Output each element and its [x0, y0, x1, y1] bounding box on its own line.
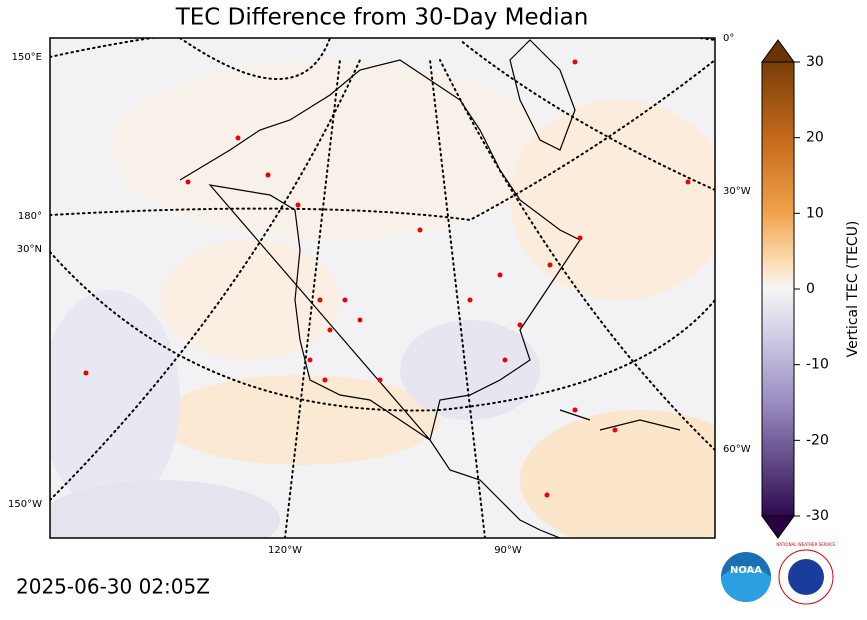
colorbar-label: Vertical TEC (TECU) — [845, 221, 861, 358]
colorbar-extend-max — [761, 39, 795, 63]
colorbar-tick-label: -20 — [806, 432, 829, 448]
colorbar-tick-label: 20 — [806, 130, 824, 146]
colorbar-tick-label: 10 — [806, 205, 824, 221]
graticule — [50, 38, 715, 538]
grid-label: 0° — [723, 33, 734, 44]
map-frame — [49, 37, 716, 539]
grid-label: 30°N — [17, 244, 42, 255]
grid-label: 90°W — [494, 545, 522, 556]
colorbar-tick-label: -10 — [806, 357, 829, 373]
graticule-labels: 150°E 180° 30°N 150°W 120°W 90°W 0° 30°W… — [8, 33, 751, 556]
grid-label: 120°W — [268, 545, 302, 556]
colorbar-tick-label: -30 — [806, 508, 829, 524]
grid-label: 150°E — [12, 52, 42, 63]
noaa-logo: NOAA — [721, 552, 771, 602]
nws-logo: NATIONAL WEATHER SERVICE — [776, 542, 836, 605]
colorbar-tick-label: 30 — [806, 54, 824, 70]
grid-label: 150°W — [8, 499, 42, 510]
grid-label: 60°W — [723, 444, 751, 455]
colorbar-tick-label: 0 — [806, 281, 815, 297]
timestamp: 2025-06-30 02:05Z — [16, 575, 210, 599]
grid-label: 30°W — [723, 186, 751, 197]
title: TEC Difference from 30-Day Median — [175, 5, 589, 31]
logo-text: NATIONAL WEATHER SERVICE — [776, 542, 836, 547]
colorbar-body — [761, 61, 795, 517]
colorbar-extend-min — [761, 515, 795, 539]
map — [50, 38, 715, 538]
stations — [83, 59, 691, 498]
logo-text: NOAA — [730, 565, 762, 576]
grid-label: 180° — [18, 211, 42, 222]
coastlines — [179, 39, 681, 538]
